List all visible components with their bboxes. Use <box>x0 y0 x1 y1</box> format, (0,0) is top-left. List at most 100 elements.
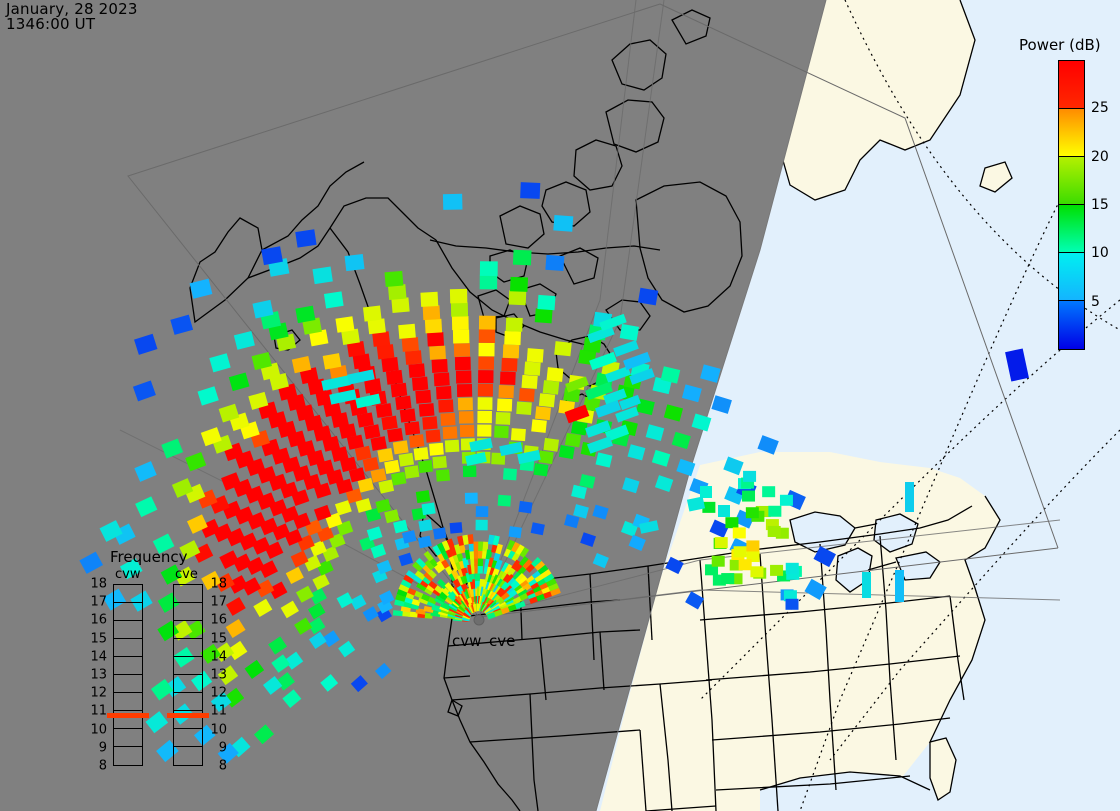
scatter-cell <box>499 371 516 385</box>
freq-tick: 18 <box>210 576 227 592</box>
scatter-cell <box>312 266 333 285</box>
scatter-cell <box>589 351 617 371</box>
scatter-cell <box>622 477 640 494</box>
scatter-cell <box>255 579 275 598</box>
timestamp-date: January, 28 2023 <box>6 0 138 18</box>
scatter-cell <box>537 294 556 311</box>
scatter-cell <box>354 445 372 461</box>
freq-cell <box>174 585 202 603</box>
scatter-cell <box>862 572 871 598</box>
freq-marker <box>167 713 209 719</box>
scatter-cell <box>762 486 776 498</box>
scatter-cell <box>451 316 469 331</box>
scatter-cell <box>398 452 415 467</box>
scatter-cell <box>295 404 315 422</box>
scatter-cell <box>743 470 757 482</box>
scatter-cell <box>746 551 760 563</box>
scatter-cell <box>295 585 314 603</box>
freq-cell <box>174 729 202 747</box>
scatter-cell <box>654 475 674 492</box>
freq-cell <box>114 639 142 657</box>
scatter-cell <box>334 500 352 516</box>
radar-site-marker <box>473 614 485 626</box>
scatter-cell <box>449 522 463 534</box>
freq-tick: 11 <box>210 703 227 719</box>
scatter-cell <box>592 504 609 520</box>
scatter-cell <box>432 527 447 540</box>
scatter-cell <box>585 420 611 438</box>
scatter-cell <box>79 551 104 574</box>
scatter-cell <box>475 519 488 531</box>
scatter-cell <box>308 631 327 649</box>
scatter-cell <box>345 488 363 504</box>
freq-tick: 12 <box>90 685 107 701</box>
scatter-cell <box>663 404 684 422</box>
scatter-cell <box>414 570 426 581</box>
scatter-cell <box>400 579 412 589</box>
scatter-cell <box>495 412 511 425</box>
scatter-cell <box>691 413 712 432</box>
scatter-cell <box>233 331 255 350</box>
scatter-cell <box>538 450 554 465</box>
scatter-cell <box>315 389 334 407</box>
scatter-cell <box>785 598 799 610</box>
freq-tick: 12 <box>210 685 227 701</box>
scatter-cell <box>613 340 639 357</box>
scatter-cell <box>478 356 495 370</box>
scatter-cell <box>173 646 195 668</box>
scatter-cell <box>564 432 582 448</box>
scatter-cell <box>191 670 213 692</box>
freq-cell <box>114 675 142 693</box>
scatter-cell <box>526 348 544 363</box>
scatter-cell <box>524 361 541 376</box>
scatter-cell <box>313 425 332 442</box>
scatter-cell <box>336 478 353 495</box>
scatter-cell <box>384 270 404 287</box>
scatter-cell <box>411 376 429 391</box>
scatter-cell <box>427 332 445 347</box>
scatter-cell <box>150 678 174 701</box>
scatter-cell <box>375 403 393 418</box>
scatter-cell <box>718 505 730 517</box>
scatter-cell <box>442 426 458 440</box>
scatter-cell <box>505 573 516 585</box>
scatter-cell <box>398 552 414 567</box>
scatter-cell <box>627 444 646 461</box>
scatter-cell <box>531 557 542 568</box>
scatter-cell <box>685 591 705 610</box>
freq-tick: 17 <box>90 594 107 610</box>
scatter-cell <box>711 395 732 414</box>
scatter-cell <box>415 389 432 404</box>
scatter-cell <box>217 665 239 686</box>
scatter-cell <box>512 249 532 266</box>
scatter-cell <box>251 351 272 371</box>
scatter-cell <box>440 412 456 426</box>
scatter-cell <box>442 193 463 210</box>
scatter-cell <box>347 369 375 385</box>
scatter-cell <box>508 526 522 539</box>
scatter-cell <box>511 559 521 571</box>
scatter-cell <box>511 541 520 553</box>
colorbar-tick: 10 <box>1091 245 1109 262</box>
scatter-cell <box>268 581 288 600</box>
scatter-cell <box>487 534 495 545</box>
scatter-cell <box>378 479 395 494</box>
freq-cell <box>174 675 202 693</box>
scatter-cell <box>477 383 494 397</box>
scatter-cell <box>355 498 372 513</box>
scatter-cell <box>171 478 194 498</box>
scatter-cell <box>446 538 455 550</box>
scatter-cell <box>391 471 407 486</box>
scatter-cell <box>665 556 684 575</box>
scatter-cell <box>407 611 418 618</box>
scatter-cell <box>331 446 349 462</box>
scatter-cell <box>543 437 560 452</box>
scatter-cell <box>518 388 535 402</box>
scatter-cell <box>323 400 342 418</box>
freq-cell <box>114 621 142 639</box>
scatter-cell <box>228 372 250 392</box>
scatter-cell <box>219 550 240 569</box>
scatter-cell <box>285 566 304 585</box>
scatter-cell <box>197 386 219 406</box>
